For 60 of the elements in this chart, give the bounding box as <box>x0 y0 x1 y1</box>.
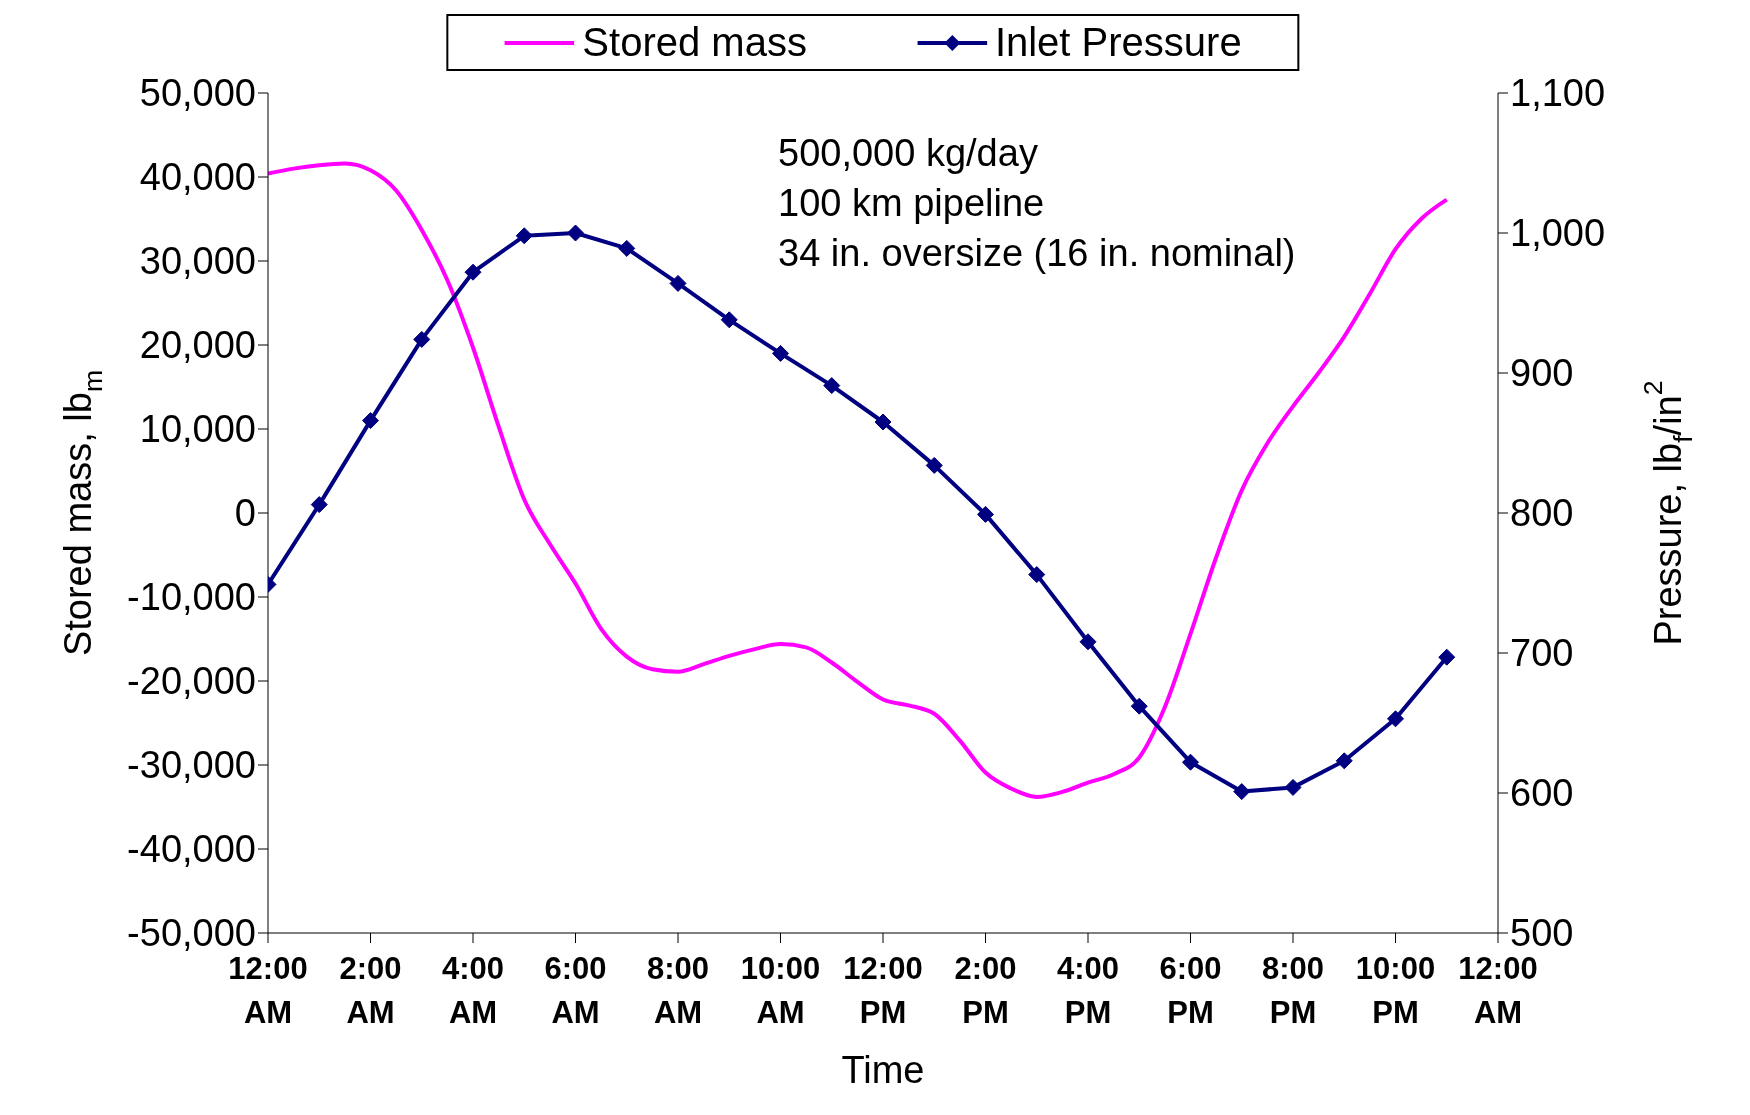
x-tick-label: 6:00 PM <box>1159 951 1222 1030</box>
legend-label: Stored mass <box>582 20 807 65</box>
point <box>1387 710 1404 728</box>
y-tick-label: -40,000 <box>127 828 256 870</box>
legend-label: Inlet Pressure <box>994 20 1242 65</box>
point <box>1079 633 1097 651</box>
x-tick-label: 4:00 PM <box>1056 951 1120 1030</box>
point <box>1182 753 1199 771</box>
annotation: 34 in. oversize (16 in. nominal) <box>778 231 1296 276</box>
point <box>925 456 943 474</box>
y2-tick-label: 1,100 <box>1510 72 1606 114</box>
point <box>362 412 379 430</box>
x-tick-label: 4:00 AM <box>441 951 505 1030</box>
x-tick-label: 6:00 AM <box>544 951 607 1030</box>
x-tick-label: 8:00 AM <box>646 951 710 1030</box>
point <box>1284 778 1302 796</box>
y-tick-label: -30,000 <box>127 744 256 786</box>
x-tick-label: 10:00 PM <box>1355 951 1436 1030</box>
x-tick-label: 2:00 PM <box>954 951 1017 1030</box>
x-tick-label: 8:00 PM <box>1261 951 1325 1030</box>
y-tick-label: -10,000 <box>127 576 256 618</box>
point <box>1130 697 1148 715</box>
x-tick-label: 2:00 AM <box>339 951 402 1030</box>
point <box>618 239 636 257</box>
x-tick-label: 10:00 AM <box>740 951 821 1030</box>
y-tick-label: 50,000 <box>139 72 256 114</box>
annotation: 500,000 kg/day <box>778 131 1039 176</box>
point <box>464 263 482 281</box>
x-tick-label: 12:00 AM <box>1458 951 1538 1030</box>
y-tick-label: 30,000 <box>139 240 256 282</box>
point <box>1335 752 1353 770</box>
x-tick-label: 12:00 AM <box>228 951 308 1030</box>
point <box>310 496 328 514</box>
y-tick-label: 10,000 <box>139 408 256 450</box>
point <box>823 377 841 395</box>
point <box>669 274 687 292</box>
y-tick-label: 20,000 <box>139 324 256 366</box>
y2-tick-label: 700 <box>1510 632 1574 674</box>
y2-tick-label: 500 <box>1510 912 1574 954</box>
point <box>515 227 533 245</box>
y2-tick-label: 600 <box>1510 772 1574 814</box>
point <box>1028 566 1046 584</box>
y-tick-label: -20,000 <box>127 660 256 702</box>
point <box>874 413 892 431</box>
y2-tick-label: 1,000 <box>1510 212 1606 254</box>
y-tick-label: 40,000 <box>139 156 256 198</box>
y-tick-label: -50,000 <box>127 912 256 954</box>
point <box>1233 783 1251 801</box>
y2-tick-label: 900 <box>1510 352 1574 394</box>
point <box>413 330 431 348</box>
point <box>1438 648 1456 666</box>
x-tick-label: 12:00 PM <box>843 951 923 1030</box>
point <box>567 224 584 242</box>
y2-tick-label: 800 <box>1510 492 1574 534</box>
y-tick-label: 0 <box>234 492 256 534</box>
point <box>720 311 738 329</box>
point <box>977 505 994 523</box>
point <box>772 344 789 362</box>
annotation: 100 km pipeline <box>778 181 1046 226</box>
x-axis-title: Time <box>841 1049 925 1091</box>
